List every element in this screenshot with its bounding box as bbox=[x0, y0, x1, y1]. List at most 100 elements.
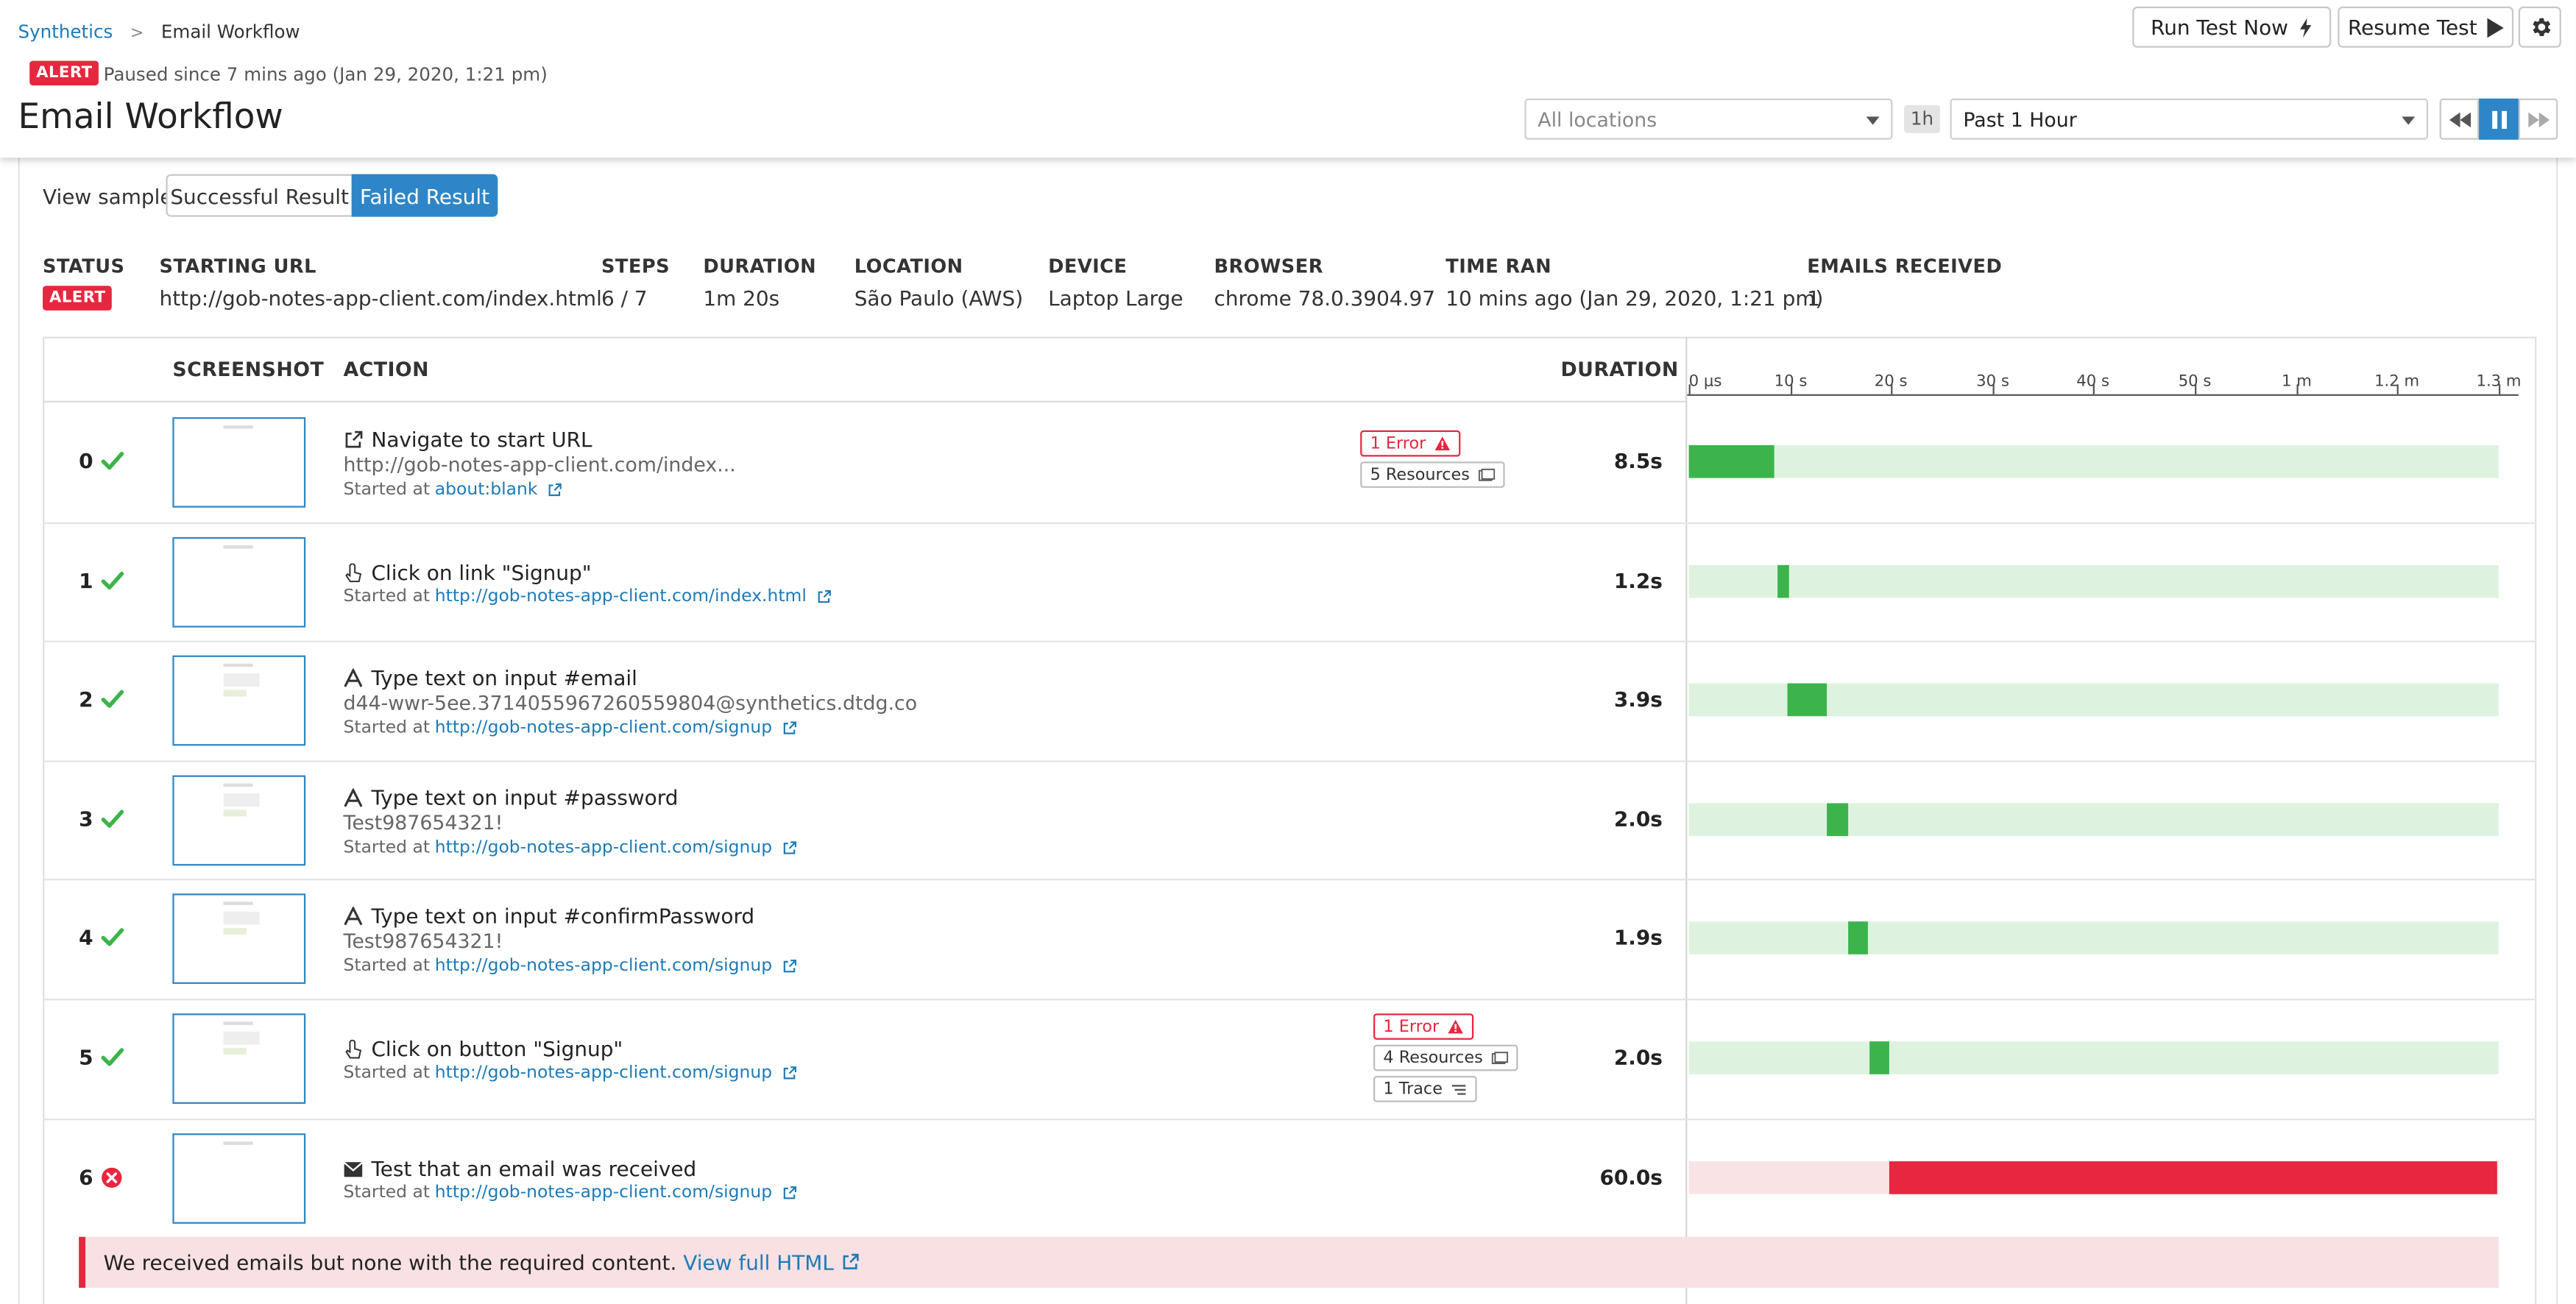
started-at-label: Started at bbox=[343, 479, 431, 500]
fast-forward-button[interactable] bbox=[2518, 98, 2558, 140]
timeline-duration-bar[interactable] bbox=[1889, 1161, 2497, 1195]
resources-count-text: 4 Resources bbox=[1383, 1049, 1483, 1067]
starting-url-heading: STARTING URL bbox=[159, 254, 316, 278]
started-at-url-link[interactable]: http://gob-notes-app-client.com/signup bbox=[434, 1063, 773, 1082]
run-test-now-button[interactable]: Run Test Now bbox=[2132, 6, 2332, 48]
step-duration: 60.0s bbox=[1599, 1165, 1663, 1190]
step-action-title: Type text on input #confirmPassword bbox=[344, 904, 754, 928]
successful-result-toggle[interactable]: Successful Result bbox=[166, 174, 353, 217]
run-test-now-label: Run Test Now bbox=[2151, 15, 2289, 40]
step-action-title: Navigate to start URL bbox=[344, 427, 592, 452]
resources-count-text: 5 Resources bbox=[1370, 465, 1470, 484]
resources-count-badge[interactable]: 4 Resources bbox=[1373, 1044, 1518, 1071]
started-at-label: Started at bbox=[343, 586, 431, 606]
timeline-tick-mark bbox=[2499, 384, 2501, 394]
table-row-divider bbox=[43, 1119, 2537, 1121]
step-number: 3 bbox=[79, 807, 93, 832]
started-at-url-link[interactable]: http://gob-notes-app-client.com/signup bbox=[434, 837, 773, 858]
step-action-title: Type text on input #email bbox=[344, 665, 637, 690]
text-input-icon bbox=[344, 667, 364, 687]
time-range-select[interactable]: Past 1 Hour bbox=[1950, 98, 2429, 140]
step-started-at: Started at http://gob-notes-app-client.co… bbox=[344, 837, 797, 857]
timeline-duration-bar[interactable] bbox=[1869, 1041, 1889, 1075]
table-row-divider bbox=[43, 760, 2537, 762]
view-full-html-link[interactable]: View full HTML bbox=[683, 1250, 834, 1275]
time-range-value: Past 1 Hour bbox=[1963, 107, 2077, 131]
step-number: 1 bbox=[79, 568, 93, 594]
checkmark-icon bbox=[100, 807, 124, 832]
timeline-track bbox=[1688, 445, 2499, 479]
resume-test-button[interactable]: Resume Test bbox=[2338, 6, 2514, 48]
step-started-at: Started at http://gob-notes-app-client.co… bbox=[344, 956, 797, 976]
step-screenshot-thumbnail[interactable] bbox=[172, 417, 306, 509]
timeline-duration-bar[interactable] bbox=[1788, 684, 1828, 717]
settings-button[interactable] bbox=[2518, 6, 2561, 48]
step-screenshot-thumbnail[interactable] bbox=[172, 537, 306, 628]
breadcrumb-current: Email Workflow bbox=[160, 21, 300, 43]
resources-count-badge[interactable]: 5 Resources bbox=[1360, 461, 1504, 488]
text-input-icon bbox=[344, 906, 364, 926]
started-at-label: Started at bbox=[343, 1183, 431, 1202]
step-action-title: Type text on input #password bbox=[344, 785, 678, 809]
resources-icon bbox=[1490, 1050, 1508, 1065]
step-screenshot-thumbnail[interactable] bbox=[172, 1013, 306, 1105]
breadcrumb-synthetics-link[interactable]: Synthetics bbox=[18, 21, 113, 43]
timeline-tick-mark bbox=[1790, 384, 1793, 394]
started-at-url-link[interactable]: http://gob-notes-app-client.com/signup bbox=[434, 1183, 773, 1202]
error-count-badge[interactable]: 1 Error bbox=[1360, 430, 1461, 457]
timeline-track bbox=[1688, 804, 2499, 837]
timeline-duration-bar[interactable] bbox=[1688, 445, 1775, 479]
timeline-track bbox=[1688, 565, 2499, 599]
chevron-down-icon bbox=[2402, 116, 2416, 125]
external-link-icon[interactable] bbox=[542, 482, 562, 497]
started-at-url-link[interactable]: about:blank bbox=[434, 479, 538, 500]
step-duration: 1.9s bbox=[1613, 925, 1663, 950]
locations-select[interactable]: All locations bbox=[1524, 98, 1893, 140]
started-at-url-link[interactable]: http://gob-notes-app-client.com/signup bbox=[434, 717, 773, 738]
gear-icon bbox=[2532, 18, 2550, 36]
timeline-duration-bar[interactable] bbox=[1777, 565, 1789, 599]
step-action-text: Type text on input #email bbox=[371, 665, 637, 690]
table-header-divider bbox=[43, 400, 1688, 403]
time-shortcut-badge: 1h bbox=[1904, 104, 1941, 133]
external-link-icon[interactable] bbox=[777, 720, 797, 735]
timeline-duration-bar[interactable] bbox=[1848, 921, 1869, 955]
fail-x-icon bbox=[100, 1165, 124, 1189]
external-link-icon[interactable] bbox=[812, 589, 832, 603]
pointer-hand-icon bbox=[344, 562, 364, 582]
step-screenshot-thumbnail[interactable] bbox=[172, 893, 306, 985]
warning-icon bbox=[1434, 436, 1450, 452]
step-action-detail: Test987654321! bbox=[343, 811, 503, 835]
rewind-button[interactable] bbox=[2439, 98, 2480, 140]
timeline-tick-label: 40 s bbox=[2076, 372, 2110, 391]
timeline-tick-label: 1.3 m bbox=[2476, 372, 2522, 391]
timeline-axis bbox=[1687, 394, 2519, 396]
external-link-icon[interactable] bbox=[777, 1185, 797, 1200]
timeline-tick-mark bbox=[2296, 384, 2299, 394]
step-screenshot-thumbnail[interactable] bbox=[172, 1133, 306, 1225]
checkmark-icon bbox=[100, 569, 124, 593]
external-link-icon[interactable] bbox=[777, 840, 797, 855]
timeline-tick-mark bbox=[1992, 384, 1995, 394]
started-at-label: Started at bbox=[343, 837, 431, 858]
external-link-icon[interactable] bbox=[777, 1066, 797, 1080]
duration-column-header: DURATION bbox=[1560, 358, 1679, 381]
timeline-duration-bar[interactable] bbox=[1827, 804, 1848, 837]
error-count-badge[interactable]: 1 Error bbox=[1373, 1013, 1474, 1040]
step-action-text: Click on link "Signup" bbox=[371, 560, 592, 585]
paused-status-text: Paused since 7 mins ago (Jan 29, 2020, 1… bbox=[103, 64, 548, 86]
failed-result-toggle[interactable]: Failed Result bbox=[351, 174, 498, 217]
trace-count-badge[interactable]: 1 Trace bbox=[1373, 1076, 1477, 1102]
steps-heading: STEPS bbox=[601, 254, 670, 278]
started-at-url-link[interactable]: http://gob-notes-app-client.com/index.ht… bbox=[434, 586, 807, 606]
pause-button[interactable] bbox=[2479, 98, 2519, 140]
step-screenshot-thumbnail[interactable] bbox=[172, 656, 306, 746]
duration-heading: DURATION bbox=[703, 254, 817, 278]
external-link-icon[interactable] bbox=[777, 958, 797, 973]
resources-icon bbox=[1478, 467, 1495, 482]
fast-forward-icon bbox=[2527, 111, 2550, 127]
step-screenshot-thumbnail[interactable] bbox=[172, 776, 306, 866]
started-at-url-link[interactable]: http://gob-notes-app-client.com/signup bbox=[434, 956, 773, 976]
device-heading: DEVICE bbox=[1048, 254, 1128, 278]
